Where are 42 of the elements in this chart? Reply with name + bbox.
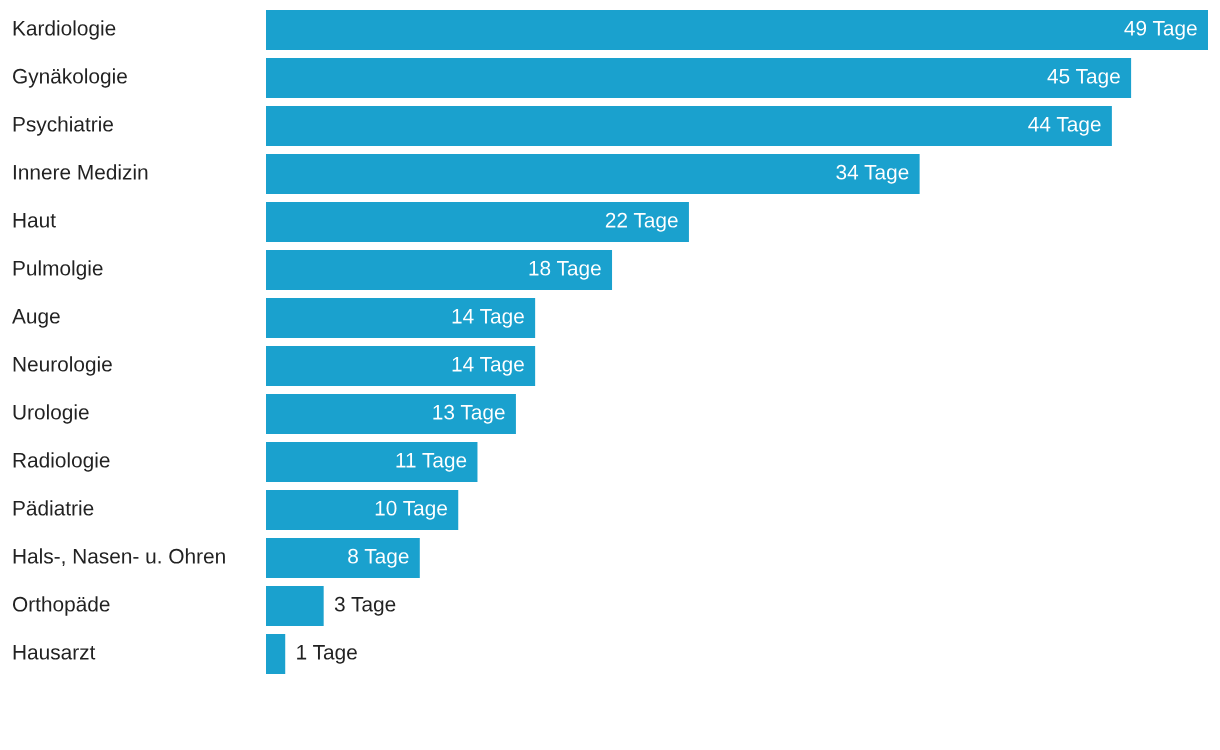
data-label: 3 Tage <box>334 596 396 616</box>
bar <box>266 346 536 386</box>
data-label: 14 Tage <box>452 357 524 376</box>
bar <box>266 202 689 242</box>
data-label: 49 Tage <box>1124 20 1197 40</box>
data-label: 18 Tage <box>529 260 601 280</box>
y-tick-label: Orthopäde <box>12 596 110 616</box>
bar <box>266 154 920 194</box>
data-label: 14 Tage <box>452 309 524 328</box>
bar <box>266 250 613 290</box>
bar <box>266 490 459 530</box>
bar <box>266 106 1112 146</box>
y-tick-label: Pulmolgie <box>13 260 103 280</box>
y-tick-label: Neurologie <box>13 356 112 376</box>
y-tick-label: Innere Medizin <box>13 164 148 180</box>
y-tick-label: Pädiatrie <box>13 500 94 516</box>
data-label: 44 Tage <box>1028 117 1101 136</box>
y-tick-label: Radiologie <box>13 452 110 472</box>
bar <box>266 10 1208 50</box>
y-tick-label: Hals-, Nasen- u. Ohren <box>13 548 225 567</box>
bar <box>266 298 536 338</box>
bar <box>266 634 286 674</box>
y-tick-label: Auge <box>12 309 60 328</box>
y-tick-label: Kardiologie <box>13 20 116 40</box>
data-label: 8 Tage <box>348 548 409 568</box>
data-label: 22 Tage <box>605 212 678 232</box>
data-label: 10 Tage <box>375 500 447 520</box>
y-tick-label: Hausarzt <box>13 645 96 660</box>
y-tick-label: Haut <box>13 213 56 228</box>
y-tick-label: Urologie <box>13 404 89 424</box>
data-label: 34 Tage <box>836 164 909 184</box>
bar <box>266 586 324 626</box>
bar <box>266 538 420 578</box>
bar <box>266 394 516 434</box>
data-label: 11 Tage <box>396 453 467 472</box>
y-tick-label: Gynäkologie <box>13 68 127 88</box>
y-tick-label: Psychiatrie <box>13 116 113 136</box>
data-label: 1 Tage <box>297 645 357 664</box>
bar <box>266 58 1132 98</box>
data-label: 45 Tage <box>1047 69 1120 88</box>
data-label: 13 Tage <box>433 404 505 424</box>
bar <box>266 442 478 482</box>
